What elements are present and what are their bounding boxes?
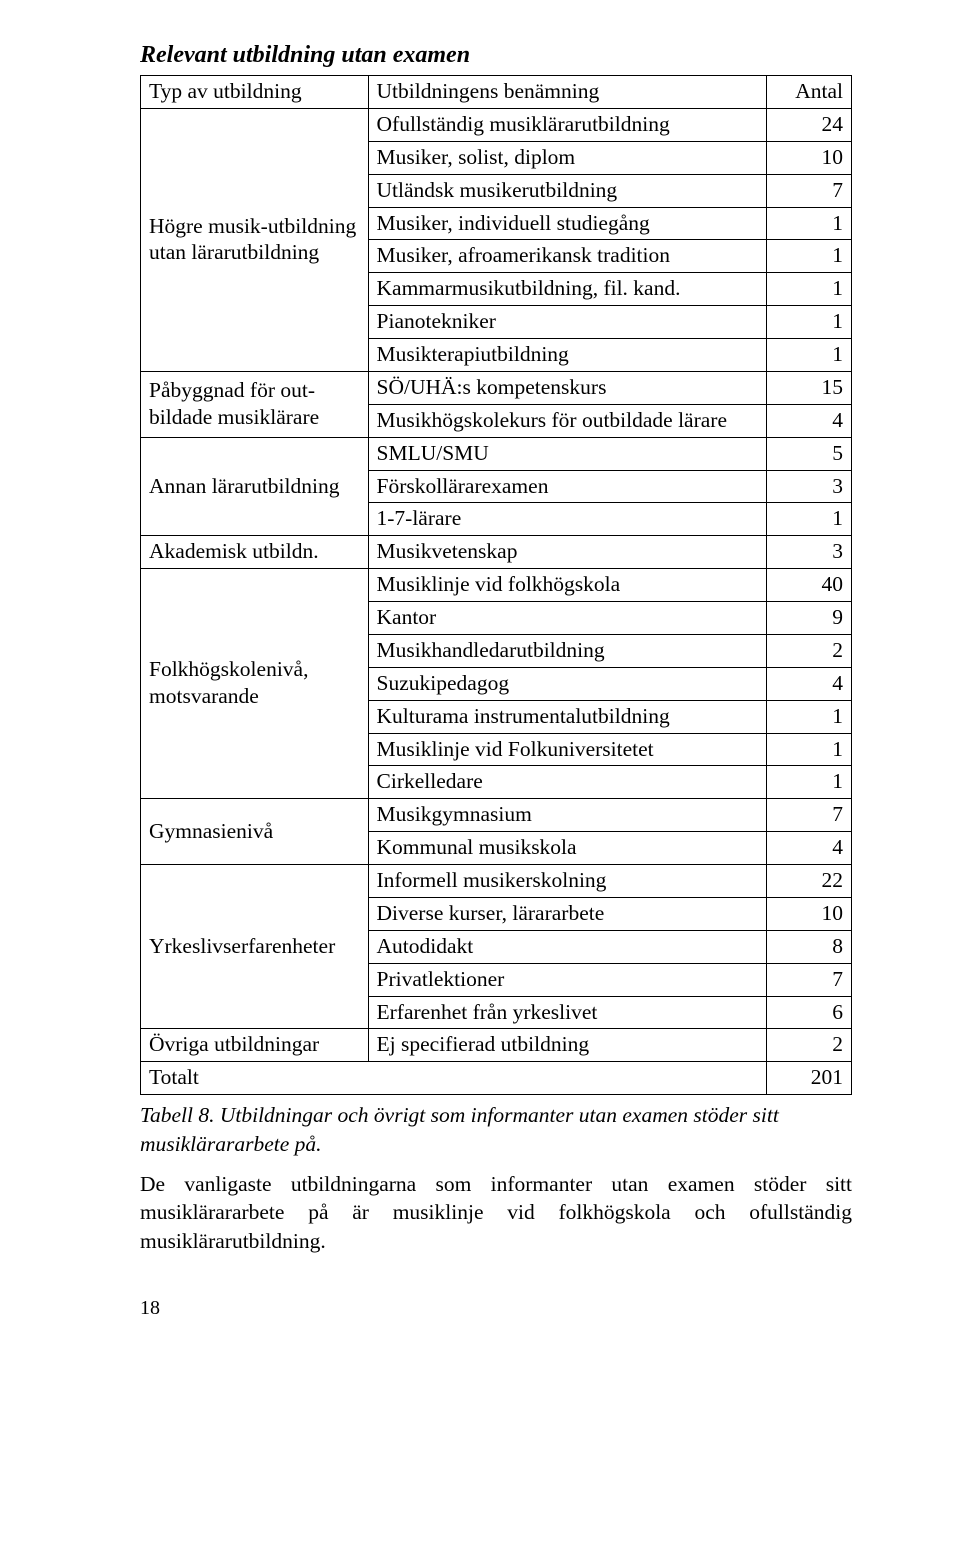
education-count: 6 (766, 996, 851, 1029)
education-name: Musikhögskolekurs för outbildade lärare (368, 404, 766, 437)
education-count: 7 (766, 799, 851, 832)
col-count: Antal (766, 76, 851, 109)
education-count: 9 (766, 602, 851, 635)
education-name: Erfarenhet från yrkeslivet (368, 996, 766, 1029)
education-name: Pianotekniker (368, 306, 766, 339)
page-number: 18 (140, 1297, 852, 1320)
table-row: Påbyggnad för out-bildade musiklärareSÖ/… (141, 371, 852, 404)
education-name: Musiker, afroamerikansk tradition (368, 240, 766, 273)
table-row: YrkeslivserfarenheterInformell musikersk… (141, 865, 852, 898)
education-count: 22 (766, 865, 851, 898)
education-count: 4 (766, 667, 851, 700)
table-row: Högre musik-utbildning utan lärarutbildn… (141, 108, 852, 141)
education-count: 1 (766, 766, 851, 799)
education-name: Ofullständig musiklärarutbildning (368, 108, 766, 141)
education-name: SMLU/SMU (368, 437, 766, 470)
education-count: 5 (766, 437, 851, 470)
education-name: 1-7-lärare (368, 503, 766, 536)
education-name: Suzukipedagog (368, 667, 766, 700)
education-count: 1 (766, 503, 851, 536)
education-count: 10 (766, 897, 851, 930)
table-row: Övriga utbildningarEj specifierad utbild… (141, 1029, 852, 1062)
education-count: 1 (766, 273, 851, 306)
table-header-row: Typ av utbildning Utbildningens benämnin… (141, 76, 852, 109)
education-name: Musikgymnasium (368, 799, 766, 832)
group-label: Yrkeslivserfarenheter (141, 865, 369, 1029)
education-count: 1 (766, 306, 851, 339)
education-count: 2 (766, 1029, 851, 1062)
education-name: Musiklinje vid folkhögskola (368, 569, 766, 602)
education-name: Diverse kurser, lärararbete (368, 897, 766, 930)
education-count: 4 (766, 832, 851, 865)
total-label: Totalt (141, 1062, 767, 1095)
education-name: Ej specifierad utbildning (368, 1029, 766, 1062)
group-label: Övriga utbildningar (141, 1029, 369, 1062)
education-name: Kammarmusikutbildning, fil. kand. (368, 273, 766, 306)
education-name: Musiker, solist, diplom (368, 141, 766, 174)
education-name: Musikterapiutbildning (368, 339, 766, 372)
education-count: 1 (766, 700, 851, 733)
education-count: 15 (766, 371, 851, 404)
education-name: Förskollärarexamen (368, 470, 766, 503)
education-count: 1 (766, 339, 851, 372)
education-name: Kulturama instrumentalutbildning (368, 700, 766, 733)
education-count: 1 (766, 207, 851, 240)
group-label: Akademisk utbildn. (141, 536, 369, 569)
table-footer-row: Totalt 201 (141, 1062, 852, 1095)
group-label: Gymnasienivå (141, 799, 369, 865)
education-name: Utländsk musikerutbildning (368, 174, 766, 207)
education-name: Kantor (368, 602, 766, 635)
education-count: 7 (766, 963, 851, 996)
body-paragraph: De vanligaste utbildningarna som informa… (140, 1170, 852, 1255)
table-row: GymnasienivåMusikgymnasium7 (141, 799, 852, 832)
education-count: 3 (766, 470, 851, 503)
education-name: Musikvetenskap (368, 536, 766, 569)
table-row: Folkhögskolenivå, motsvarandeMusiklinje … (141, 569, 852, 602)
education-count: 7 (766, 174, 851, 207)
education-name: Autodidakt (368, 930, 766, 963)
group-label: Högre musik-utbildning utan lärarutbildn… (141, 108, 369, 371)
group-label: Annan lärarutbildning (141, 437, 369, 536)
table-caption: Tabell 8. Utbildningar och övrigt som in… (140, 1101, 852, 1158)
section-heading: Relevant utbildning utan examen (140, 42, 852, 69)
education-name: Privatlektioner (368, 963, 766, 996)
education-name: Kommunal musikskola (368, 832, 766, 865)
table-row: Annan lärarutbildningSMLU/SMU5 (141, 437, 852, 470)
table-row: Akademisk utbildn.Musikvetenskap3 (141, 536, 852, 569)
page: Relevant utbildning utan examen Typ av u… (0, 0, 960, 1362)
education-name: Musiklinje vid Folkuniversitetet (368, 733, 766, 766)
education-count: 4 (766, 404, 851, 437)
education-table: Typ av utbildning Utbildningens benämnin… (140, 75, 852, 1095)
education-count: 3 (766, 536, 851, 569)
group-label: Folkhögskolenivå, motsvarande (141, 569, 369, 799)
education-name: Cirkelledare (368, 766, 766, 799)
education-name: SÖ/UHÄ:s kompetenskurs (368, 371, 766, 404)
education-count: 10 (766, 141, 851, 174)
col-type: Typ av utbildning (141, 76, 369, 109)
education-name: Informell musikerskolning (368, 865, 766, 898)
total-value: 201 (766, 1062, 851, 1095)
col-name: Utbildningens benämning (368, 76, 766, 109)
education-name: Musiker, individuell studiegång (368, 207, 766, 240)
education-count: 40 (766, 569, 851, 602)
education-count: 24 (766, 108, 851, 141)
education-count: 1 (766, 240, 851, 273)
education-count: 1 (766, 733, 851, 766)
education-count: 8 (766, 930, 851, 963)
education-count: 2 (766, 634, 851, 667)
education-name: Musikhandledarutbildning (368, 634, 766, 667)
group-label: Påbyggnad för out-bildade musiklärare (141, 371, 369, 437)
